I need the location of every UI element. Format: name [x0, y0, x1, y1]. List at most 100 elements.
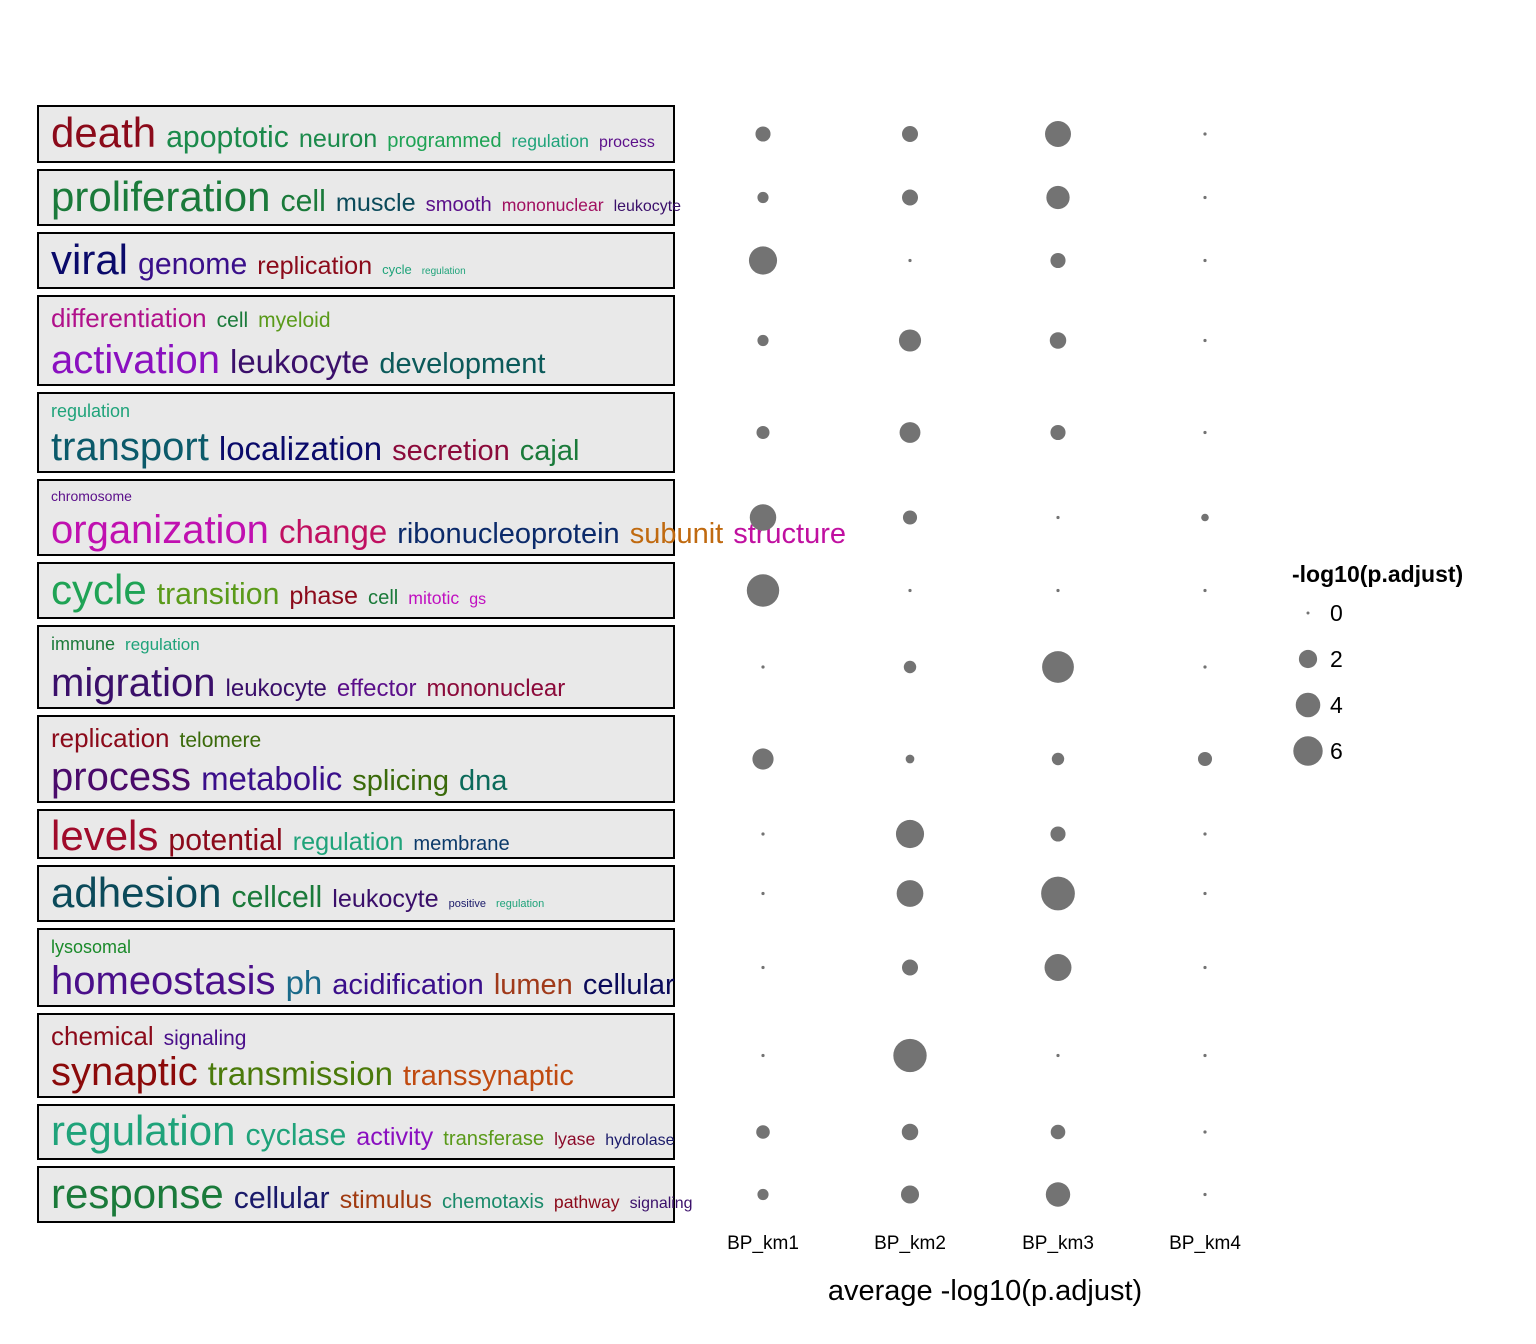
dot-point — [896, 880, 924, 907]
wordcloud-word: cell — [280, 184, 326, 218]
wordcloud-word: migration — [51, 661, 216, 705]
wordcloud-box: response cellular stimulus chemotaxis pathwa… — [37, 1166, 693, 1223]
dot-point — [899, 422, 921, 443]
wordcloud-word: cycle — [382, 261, 412, 277]
wordcloud-word: cyclase — [245, 1119, 347, 1152]
legend-key — [1298, 649, 1318, 669]
dot-point — [1203, 195, 1207, 200]
wordcloud-word: effector — [336, 675, 417, 702]
wordcloud-line: regulation — [51, 402, 140, 421]
wordcloud-word: potential — [168, 824, 283, 857]
wordcloud-line: lysosomal — [51, 938, 141, 957]
dot-point — [761, 665, 765, 669]
dot-point — [1203, 665, 1207, 669]
dot-point — [901, 1123, 919, 1141]
wordcloud-word: gs — [469, 590, 487, 608]
x-tick-label: BP_km4 — [1169, 1233, 1241, 1254]
wordcloud-line: adhesion cellcell leukocyte positive regulat… — [51, 868, 554, 916]
dot-point — [1050, 826, 1066, 842]
wordcloud-word: proliferation — [51, 172, 271, 220]
dot-point — [1056, 1053, 1060, 1058]
wordcloud-word: localization — [218, 430, 383, 467]
wordcloud-word: regulation — [51, 1107, 236, 1154]
wordcloud-word: change — [278, 513, 388, 550]
legend-key — [1293, 736, 1323, 766]
wordcloud-word: subunit — [629, 518, 724, 550]
wordcloud-word: cycle — [51, 565, 147, 613]
wordcloud-word: metabolic — [201, 760, 343, 797]
wordcloud-line: synaptic transmission transsynaptic — [51, 1052, 584, 1092]
wordcloud-word: chemotaxis — [441, 1190, 544, 1213]
wordcloud-word: myeloid — [258, 309, 331, 332]
wordcloud-word: muscle — [335, 188, 416, 217]
size-legend: -log10(p.adjust) 0 2 4 6 — [1292, 561, 1463, 766]
wordcloud-box: replication telomere process metabolic splic… — [37, 715, 675, 803]
wordcloud-word: regulation — [125, 635, 200, 654]
wordcloud-word: leukocyte — [225, 675, 327, 702]
legend-label: 4 — [1330, 692, 1343, 718]
wordcloud-word: transport — [51, 425, 209, 469]
dot-point — [1045, 121, 1071, 147]
dot-point — [757, 334, 769, 347]
dot-point — [757, 191, 769, 204]
wordcloud-word: cellular — [233, 1181, 330, 1215]
dot-point — [898, 329, 922, 352]
wordcloud-line: homeostasis ph acidification lumen cellular — [51, 961, 685, 1001]
wordcloud-line: migration leukocyte effector mononuclear — [51, 663, 575, 703]
dot-point — [1050, 1124, 1066, 1140]
dot-point — [1203, 588, 1207, 593]
wordcloud-word: development — [379, 348, 546, 380]
wordcloud-word: cellcell — [231, 880, 323, 914]
dot-point — [900, 1185, 920, 1204]
wordcloud-word: chromosome — [51, 488, 132, 504]
wordcloud-word: leukocyte — [613, 197, 682, 215]
wordcloud-word: regulation — [495, 897, 545, 910]
wordcloud-word: acidification — [332, 969, 484, 1001]
wordcloud-word: signaling — [163, 1027, 247, 1050]
wordcloud-box: regulation transport localization secretion… — [37, 392, 675, 473]
wordcloud-word: regulation — [421, 265, 466, 277]
dot-point — [1044, 954, 1072, 981]
wordcloud-word: adhesion — [51, 868, 222, 916]
dot-point — [1203, 132, 1207, 136]
wordcloud-word: process — [598, 134, 655, 151]
dot-point — [1056, 515, 1060, 520]
dot-point — [895, 819, 925, 849]
wordcloud-word: mononuclear — [501, 194, 604, 215]
wordcloud-box: lysosomal homeostasis ph acidification lumen… — [37, 928, 675, 1007]
dot-point — [1203, 891, 1207, 896]
wordcloud-box: levels potential regulation membrane — [37, 809, 675, 859]
wordcloud-word: levels — [51, 812, 159, 859]
wordcloud-word: transferase — [443, 1128, 545, 1150]
wordcloud-word: stimulus — [339, 1185, 432, 1214]
wordcloud-word: replication — [51, 723, 170, 753]
wordcloud-line: death apoptotic neuron programmed regulation… — [51, 112, 665, 154]
dot-point — [1203, 965, 1207, 970]
wordcloud-word: homeostasis — [51, 959, 276, 1003]
wordcloud-word: response — [51, 1169, 224, 1217]
wordcloud-box: cycle transition phase cell mitotic gs — [37, 562, 675, 619]
wordcloud-word: signaling — [629, 1194, 693, 1212]
dot-plot-points — [746, 121, 1213, 1207]
dot-point — [1203, 1053, 1207, 1058]
wordcloud-box: chemical signaling synaptic transmission tra… — [37, 1013, 675, 1098]
dot-point — [1050, 424, 1066, 441]
wordcloud-word: leukocyte — [332, 884, 439, 913]
wordcloud-box: death apoptotic neuron programmed regulation… — [37, 105, 675, 163]
dot-point — [1056, 588, 1060, 593]
wordcloud-box: viral genome replication cycle regulation — [37, 232, 675, 289]
wordcloud-line: regulation cyclase activity transferase lyas… — [51, 1110, 684, 1152]
dot-point — [757, 1188, 769, 1201]
wordcloud-word: cell — [368, 586, 399, 609]
wordcloud-word: transition — [156, 577, 280, 611]
wordcloud-word: positive — [448, 897, 486, 910]
dot-point — [901, 959, 919, 976]
wordcloud-column: death apoptotic neuron programmed regulation… — [0, 0, 846, 1344]
wordcloud-word: genome — [138, 247, 248, 281]
dot-point — [908, 588, 912, 593]
wordcloud-word: apoptotic — [166, 121, 289, 154]
wordcloud-line: viral genome replication cycle regulation — [51, 238, 476, 281]
dot-point — [761, 965, 765, 970]
dot-point — [903, 660, 917, 674]
wordcloud-word: regulation — [511, 131, 589, 151]
